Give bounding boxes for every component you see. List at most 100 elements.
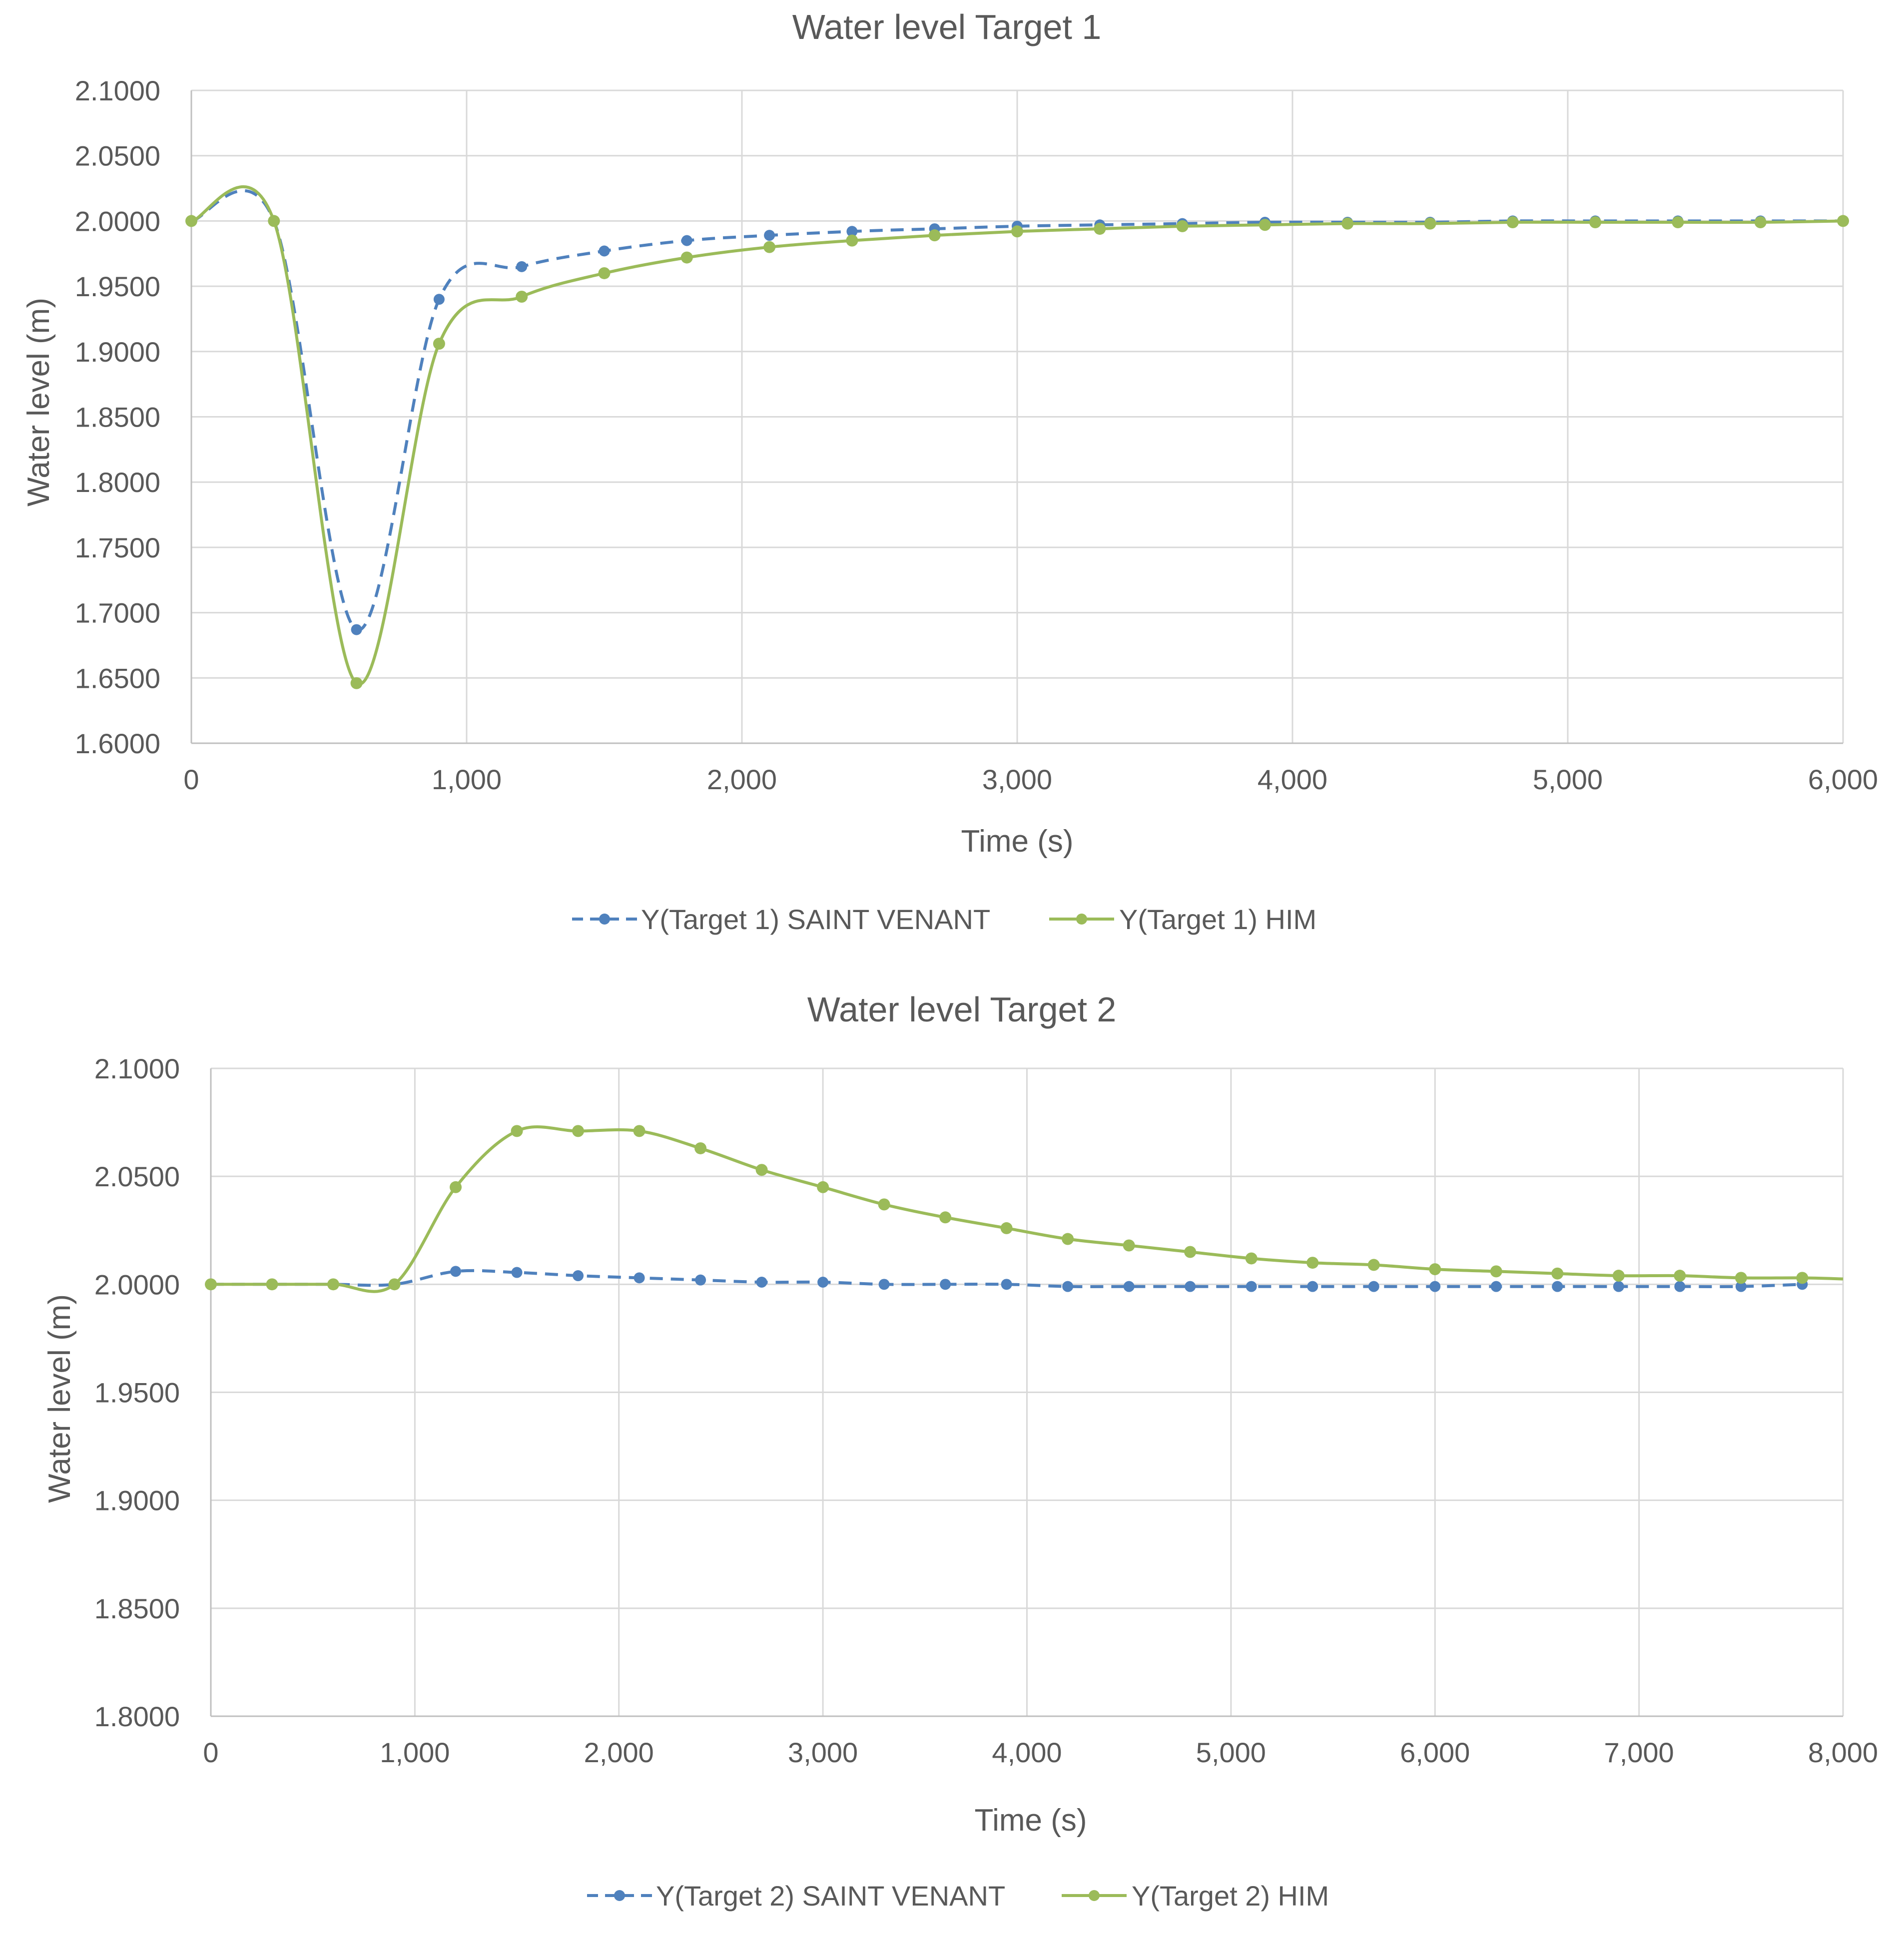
legend-marker-him — [1076, 914, 1087, 925]
data-point-him — [1062, 1233, 1074, 1245]
y-tick-label: 1.6500 — [75, 662, 160, 694]
data-point-saint-venant — [817, 1277, 829, 1288]
x-tick-label: 8,000 — [1808, 1737, 1878, 1768]
data-point-saint-venant — [940, 1279, 951, 1290]
data-point-saint-venant — [695, 1274, 706, 1286]
chart-target-2: Water level Target 2 1.80001.85001.90001… — [42, 990, 1878, 1912]
data-point-him — [1506, 216, 1519, 229]
data-point-him — [511, 1125, 523, 1137]
x-tick-label: 1,000 — [380, 1737, 450, 1768]
data-point-saint-venant — [1062, 1281, 1074, 1292]
data-point-him — [388, 1278, 401, 1291]
data-point-him — [268, 215, 280, 227]
y-tick-label: 2.0000 — [94, 1269, 180, 1300]
data-point-saint-venant — [511, 1267, 523, 1278]
data-point-him — [350, 677, 363, 689]
data-point-saint-venant — [1307, 1281, 1318, 1292]
x-tick-label: 2,000 — [584, 1737, 654, 1768]
y-tick-label: 1.8500 — [94, 1593, 180, 1624]
y-tick-label: 1.7000 — [75, 597, 160, 629]
y-tick-label: 2.1000 — [75, 75, 160, 106]
data-point-saint-venant — [1490, 1281, 1502, 1292]
x-tick-label: 6,000 — [1808, 764, 1878, 795]
data-point-him — [763, 241, 776, 253]
x-tick-label: 3,000 — [982, 764, 1052, 795]
data-point-him — [1176, 220, 1189, 232]
data-point-him — [1341, 217, 1354, 230]
data-point-him — [1735, 1272, 1747, 1284]
data-point-him — [185, 215, 197, 227]
x-axis-label: Time (s) — [975, 1803, 1087, 1838]
data-point-saint-venant — [681, 235, 692, 246]
legend-label-him: Y(Target 1) HIM — [1119, 904, 1316, 935]
data-point-him — [1259, 219, 1271, 231]
data-point-him — [266, 1278, 278, 1291]
x-axis-label: Time (s) — [961, 824, 1074, 859]
series-layer — [185, 185, 1849, 689]
data-point-saint-venant — [1429, 1281, 1441, 1292]
data-point-saint-venant — [756, 1277, 767, 1288]
data-point-saint-venant — [599, 245, 610, 257]
y-tick-label: 1.9500 — [94, 1377, 180, 1409]
data-point-him — [433, 338, 445, 350]
data-point-saint-venant — [1246, 1281, 1257, 1292]
data-point-saint-venant — [1001, 1279, 1012, 1290]
data-point-saint-venant — [634, 1272, 645, 1284]
x-tick-label: 4,000 — [1258, 764, 1327, 795]
data-point-saint-venant — [433, 294, 445, 305]
x-tick-labels: 0 1,000 2,000 3,000 4,000 5,000 6,000 — [183, 764, 1878, 795]
data-point-saint-venant — [846, 226, 858, 237]
legend-label-saint-venant: Y(Target 1) SAINT VENANT — [641, 904, 990, 935]
y-tick-label: 1.6000 — [75, 728, 160, 759]
data-point-him — [633, 1125, 645, 1137]
data-point-him — [1424, 217, 1436, 230]
y-tick-labels: 1.8000 1.8500 1.9000 1.9500 2.0000 2.0500 2.10… — [94, 1053, 180, 1732]
y-tick-label: 1.8500 — [75, 402, 160, 433]
x-tick-label: 2,000 — [707, 764, 777, 795]
data-point-him — [1306, 1257, 1319, 1269]
data-point-saint-venant — [1735, 1281, 1747, 1292]
chart-target-1: Water level Target 1 1.6000 1.6500 1.7000 1… — [21, 7, 1878, 935]
y-tick-label: 1.9000 — [94, 1485, 180, 1516]
data-point-saint-venant — [450, 1266, 462, 1277]
x-tick-label: 1,000 — [432, 764, 502, 795]
legend: Y(Target 1) SAINT VENANT Y(Target 1) HIM — [572, 904, 1316, 935]
chart-title: Water level Target 1 — [792, 7, 1102, 46]
data-point-him — [928, 229, 941, 242]
data-point-saint-venant — [1123, 1281, 1135, 1292]
data-point-him — [1011, 225, 1023, 238]
data-point-saint-venant — [351, 624, 362, 635]
data-point-him — [1589, 216, 1602, 229]
x-tick-label: 6,000 — [1400, 1737, 1470, 1768]
data-point-him — [680, 251, 693, 264]
data-point-him — [1674, 1270, 1686, 1282]
legend-marker-him — [1089, 1890, 1100, 1901]
data-point-him — [694, 1142, 707, 1154]
data-point-him — [1490, 1265, 1502, 1278]
data-point-saint-venant — [1674, 1281, 1686, 1292]
gridlines — [210, 1067, 1844, 1717]
data-point-him — [1094, 223, 1106, 235]
legend-label-him: Y(Target 2) HIM — [1132, 1880, 1329, 1912]
data-point-him — [1429, 1263, 1441, 1276]
x-tick-labels: 0 1,000 2,000 3,000 4,000 5,000 6,000 7,000 8,00… — [203, 1737, 1878, 1768]
x-tick-label: 5,000 — [1196, 1737, 1266, 1768]
data-point-him — [878, 1198, 890, 1211]
x-tick-label: 0 — [183, 764, 199, 795]
data-point-him — [1612, 1270, 1625, 1282]
y-tick-label: 1.9000 — [75, 336, 160, 368]
data-point-him — [1123, 1239, 1135, 1252]
data-point-him — [817, 1181, 829, 1193]
x-tick-label: 7,000 — [1604, 1737, 1674, 1768]
legend: Y(Target 2) SAINT VENANT Y(Target 2) HIM — [587, 1880, 1329, 1912]
data-point-him — [939, 1211, 952, 1224]
x-tick-label: 5,000 — [1533, 764, 1603, 795]
data-point-saint-venant — [1368, 1281, 1379, 1292]
y-tick-label: 2.1000 — [94, 1053, 180, 1084]
data-point-him — [572, 1125, 585, 1137]
y-tick-label: 1.9500 — [75, 271, 160, 302]
data-point-saint-venant — [516, 261, 528, 272]
legend-marker-saint-venant — [599, 914, 610, 925]
data-point-him — [1551, 1267, 1564, 1280]
